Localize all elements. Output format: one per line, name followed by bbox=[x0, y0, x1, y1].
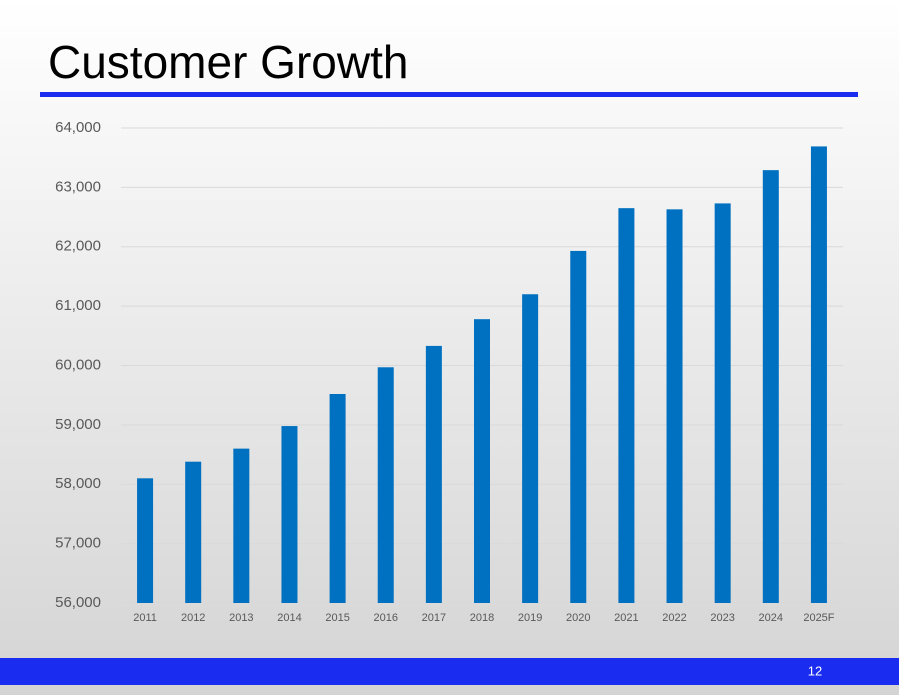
x-tick-label: 2021 bbox=[614, 612, 638, 624]
y-tick-label: 56,000 bbox=[55, 594, 101, 611]
x-tick-label: 2014 bbox=[277, 612, 301, 624]
bar bbox=[185, 461, 202, 603]
y-tick-label: 64,000 bbox=[55, 119, 101, 136]
y-tick-label: 62,000 bbox=[55, 238, 101, 255]
x-tick-label: 2013 bbox=[229, 612, 253, 624]
x-tick-label: 2019 bbox=[518, 612, 542, 624]
y-tick-label: 63,000 bbox=[55, 178, 101, 195]
y-tick-label: 58,000 bbox=[55, 475, 101, 492]
bar bbox=[522, 294, 539, 603]
x-tick-label: 2011 bbox=[133, 612, 157, 624]
x-tick-label: 2020 bbox=[566, 612, 590, 624]
y-tick-label: 61,000 bbox=[55, 297, 101, 314]
x-tick-label: 2024 bbox=[759, 612, 783, 624]
x-tick-label: 2023 bbox=[710, 612, 734, 624]
bar bbox=[281, 426, 298, 603]
page-number: 12 bbox=[808, 663, 822, 678]
bar bbox=[137, 478, 154, 603]
bar bbox=[762, 170, 779, 603]
footer-bar bbox=[0, 658, 899, 685]
bar bbox=[666, 209, 683, 603]
x-tick-label: 2025F bbox=[803, 612, 834, 624]
bar bbox=[570, 250, 587, 603]
x-tick-label: 2018 bbox=[470, 612, 494, 624]
y-tick-label: 60,000 bbox=[55, 356, 101, 373]
chart-title: Customer Growth bbox=[48, 36, 408, 88]
y-tick-label: 59,000 bbox=[55, 416, 101, 433]
title-rule bbox=[40, 92, 858, 97]
x-tick-label: 2017 bbox=[422, 612, 446, 624]
bar bbox=[618, 208, 635, 603]
bar bbox=[233, 448, 250, 603]
bar bbox=[810, 146, 827, 603]
bar bbox=[425, 345, 442, 603]
x-tick-label: 2016 bbox=[373, 612, 397, 624]
x-tick-label: 2012 bbox=[181, 612, 205, 624]
y-tick-label: 57,000 bbox=[55, 535, 101, 552]
bar bbox=[329, 394, 346, 603]
bar bbox=[474, 319, 490, 603]
bar bbox=[377, 367, 394, 603]
x-tick-label: 2022 bbox=[662, 612, 686, 624]
x-tick-label: 2015 bbox=[325, 612, 349, 624]
bar bbox=[714, 203, 731, 603]
